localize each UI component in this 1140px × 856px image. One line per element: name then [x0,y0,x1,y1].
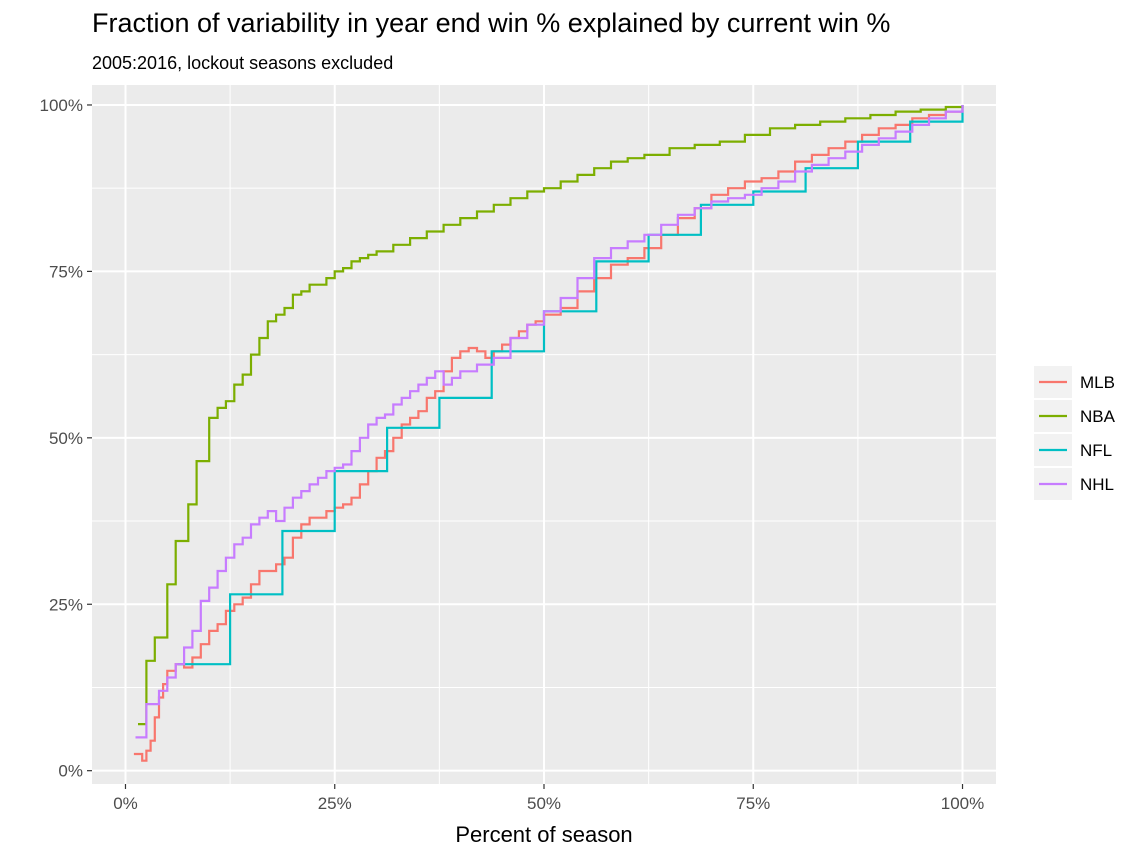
y-tick-label: 50% [49,429,83,448]
chart-title: Fraction of variability in year end win … [92,8,890,38]
x-tick-label: 100% [941,794,984,813]
legend-label-nba: NBA [1080,407,1116,426]
y-tick-label: 25% [49,595,83,614]
x-tick-label: 0% [113,794,138,813]
x-axis: 0% 25% 50% 75% 100% [113,784,984,813]
series-line-nba [138,105,964,726]
chart-subtitle: 2005:2016, lockout seasons excluded [92,53,393,73]
x-tick-label: 25% [318,794,352,813]
series-lines [133,105,964,762]
legend-label-mlb: MLB [1080,373,1115,392]
y-tick-label: 100% [40,96,83,115]
series-line-nhl [135,105,964,739]
y-tick-label: 0% [58,762,83,781]
series-line-mlb [133,105,964,762]
x-tick-label: 75% [736,794,770,813]
legend: MLB NBA NFL NHL [1034,366,1116,500]
x-tick-label: 50% [527,794,561,813]
y-axis: 0% 25% 50% 75% 100% [40,96,92,781]
major-gridlines [92,85,996,784]
series-line-nfl [177,105,964,666]
legend-label-nhl: NHL [1080,475,1114,494]
x-axis-title: Percent of season [455,822,632,847]
y-tick-label: 75% [49,262,83,281]
legend-label-nfl: NFL [1080,441,1112,460]
